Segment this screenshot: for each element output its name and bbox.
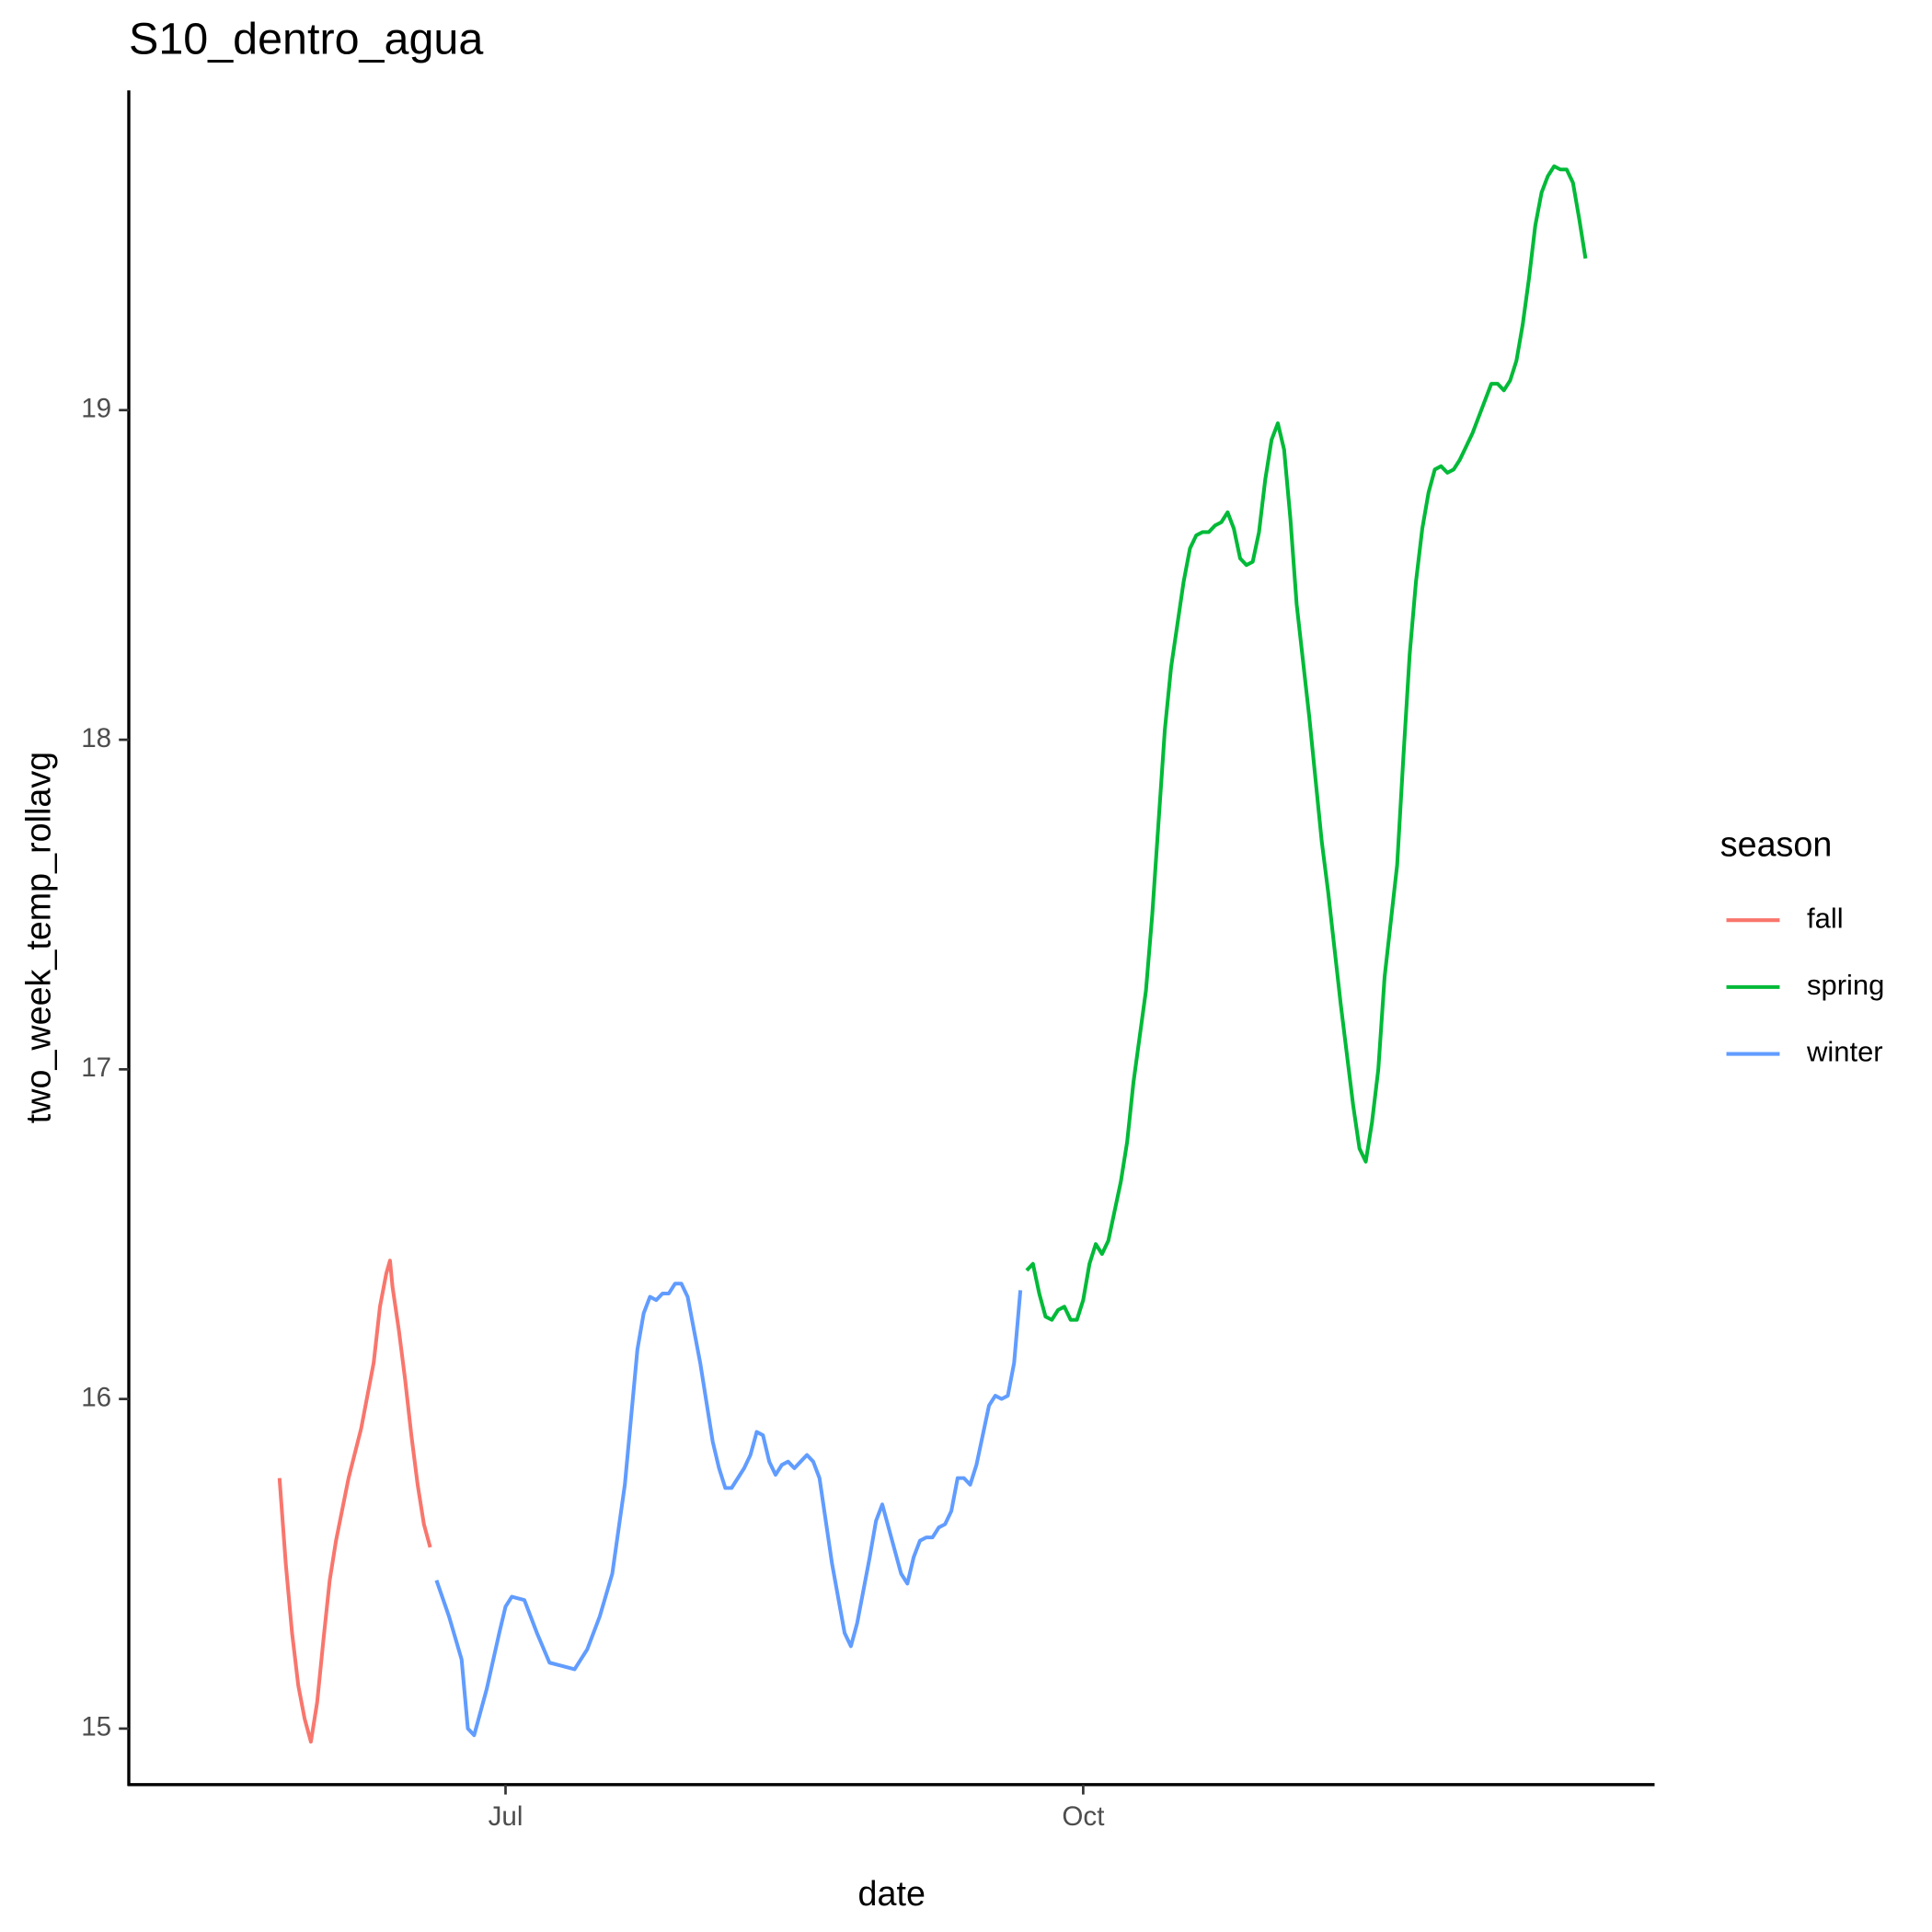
line-series (1025, 164, 1588, 1322)
y-tick-label: 17 (81, 1052, 111, 1083)
line-series (434, 1282, 1023, 1738)
legend-title: season (1720, 825, 1833, 864)
y-axis-label: two_week_temp_rollavg (18, 752, 57, 1123)
y-tick-label: 19 (81, 394, 111, 424)
y-tick-label: 16 (81, 1382, 111, 1412)
line-series (277, 1259, 432, 1744)
y-tick-label: 15 (81, 1712, 111, 1742)
x-tick-label: Jul (489, 1801, 523, 1832)
chart-title: S10_dentro_agua (129, 15, 483, 64)
legend-label: winter (1806, 1036, 1883, 1068)
x-tick-label: Oct (1062, 1801, 1105, 1832)
legend-label: fall (1807, 902, 1844, 934)
x-axis-label: date (858, 1874, 926, 1913)
y-tick-label: 18 (81, 723, 111, 753)
legend-label: spring (1807, 969, 1884, 1001)
